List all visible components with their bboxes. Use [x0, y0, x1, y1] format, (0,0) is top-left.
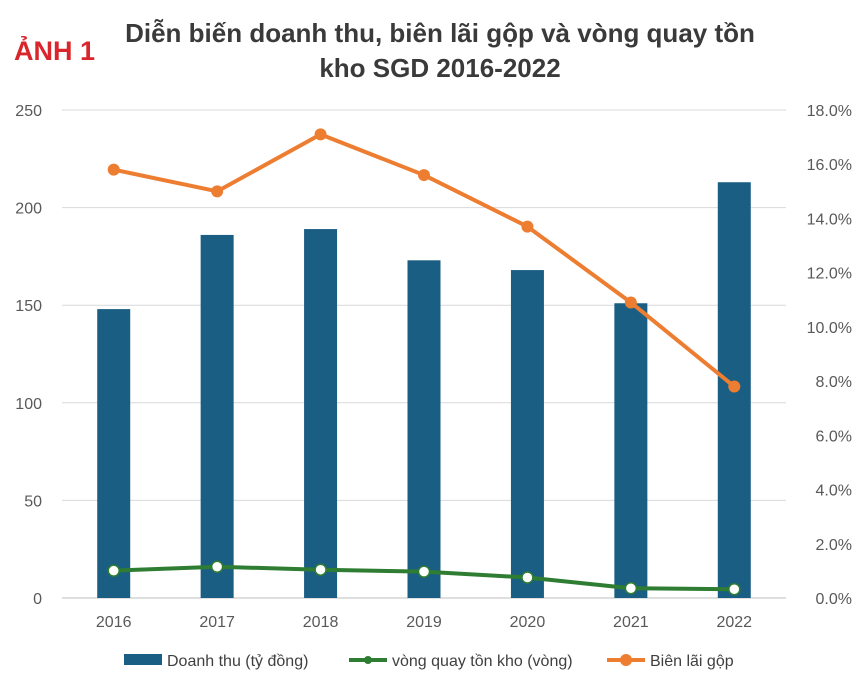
- y-right-tick-label: 4.0%: [816, 483, 852, 500]
- point-bien-lai-gop: [211, 185, 224, 198]
- y-left-tick-label: 0: [33, 591, 42, 608]
- bar-doanh-thu: [97, 309, 131, 598]
- point-vong-quay-ton-kho: [728, 582, 741, 596]
- point-vong-quay-ton-kho: [210, 560, 224, 574]
- y-right-tick-label: 10.0%: [807, 320, 852, 337]
- point-bien-lai-gop: [107, 163, 120, 176]
- x-tick-label: 2020: [510, 614, 546, 631]
- legend-label-bien-lai-gop: Biên lãi gộp: [650, 653, 734, 670]
- point-bien-lai-gop: [728, 380, 741, 393]
- point-bien-lai-gop: [314, 128, 327, 141]
- legend-marker-vong-quay: [364, 656, 372, 664]
- y-right-tick-label: 16.0%: [807, 157, 852, 174]
- x-tick-label: 2021: [613, 614, 649, 631]
- point-vong-quay-ton-kho: [624, 581, 638, 595]
- bar-doanh-thu: [510, 270, 544, 598]
- legend-swatch-doanh-thu: [124, 654, 162, 665]
- y-right-tick-label: 18.0%: [807, 103, 852, 120]
- y-right-tick-label: 12.0%: [807, 266, 852, 283]
- figure-badge: ẢNH 1: [14, 36, 96, 66]
- legend-marker-bien-lai-gop: [620, 654, 632, 666]
- point-vong-quay-ton-kho: [107, 564, 120, 577]
- bar-doanh-thu: [614, 303, 648, 598]
- y-left-tick-label: 150: [15, 298, 42, 315]
- point-vong-quay-ton-kho: [314, 563, 327, 576]
- y-left-tick-label: 250: [15, 103, 42, 120]
- point-vong-quay-ton-kho: [521, 571, 534, 584]
- chart-title-line-1: Diễn biến doanh thu, biên lãi gộp và vòn…: [125, 18, 755, 48]
- chart-title-line-2: kho SGD 2016-2022: [319, 53, 561, 83]
- legend-label-vong-quay: vòng quay tồn kho (vòng): [392, 653, 573, 670]
- point-bien-lai-gop: [418, 169, 430, 182]
- legend-label-doanh-thu: Doanh thu (tỷ đồng): [167, 653, 308, 670]
- bar-doanh-thu: [304, 229, 338, 598]
- y-right-tick-label: 14.0%: [807, 211, 852, 228]
- y-left-tick-label: 200: [15, 201, 42, 218]
- x-tick-label: 2019: [406, 614, 442, 631]
- bar-doanh-thu: [407, 260, 441, 598]
- y-left-tick-label: 100: [15, 396, 42, 413]
- y-right-tick-label: 6.0%: [816, 428, 852, 445]
- x-tick-label: 2017: [199, 614, 235, 631]
- y-right-tick-label: 8.0%: [816, 374, 852, 391]
- x-tick-label: 2016: [96, 614, 132, 631]
- y-right-tick-label: 2.0%: [816, 537, 852, 554]
- point-bien-lai-gop: [521, 220, 534, 233]
- chart-title: Diễn biến doanh thu, biên lãi gộp và vòn…: [90, 16, 790, 86]
- y-left-tick-label: 50: [24, 493, 42, 510]
- point-vong-quay-ton-kho: [417, 565, 431, 578]
- x-tick-label: 2022: [716, 614, 752, 631]
- bar-doanh-thu: [200, 234, 234, 599]
- point-bien-lai-gop: [624, 296, 637, 309]
- y-right-tick-label: 0.0%: [816, 591, 852, 608]
- x-tick-label: 2018: [303, 614, 339, 631]
